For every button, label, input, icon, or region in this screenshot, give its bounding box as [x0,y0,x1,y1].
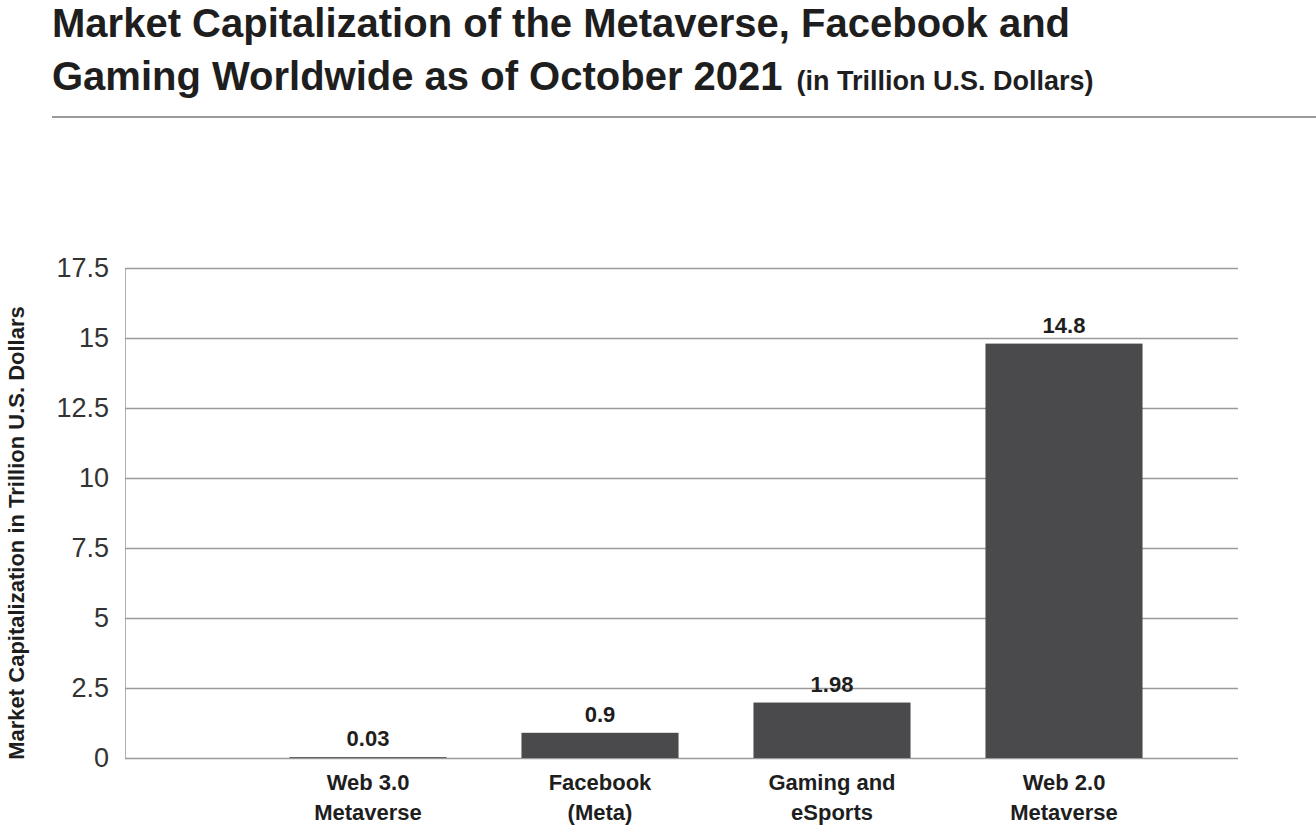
grid-line [125,268,1238,270]
y-axis-line [126,269,1239,759]
x-tick-label-line: Metaverse [314,800,422,825]
y-tick-label: 7.5 [71,533,109,563]
bar [521,733,678,758]
data-label: 0.9 [585,702,616,727]
x-tick-label-line: Metaverse [1010,800,1118,825]
y-tick-label: 2.5 [71,673,109,703]
subtitle: (in Trillion U.S. Dollars) [797,66,1094,96]
title-line: Market Capitalization of the Metaverse, … [52,1,1070,45]
x-tick-label-line: eSports [791,800,873,825]
y-tick-label: 0 [94,743,109,773]
x-tick-label: Web 3.0 Metaverse [314,770,422,825]
x-tick: Web 2.0 Metaverse [1010,770,1118,825]
data-label: 0.03 [347,726,390,751]
data-labels: 0.03 0.9 1.98 14.8 [347,313,1086,752]
bar [753,703,910,758]
bar [985,344,1142,758]
x-tick: Facebook (Meta) [549,770,652,825]
title-rule [52,116,1316,118]
data-label: 14.8 [1043,313,1086,338]
y-axis-title: Market Capitalization in Trillion U.S. D… [4,306,29,760]
x-tick-label-line: Web 2.0 [1023,770,1106,795]
y-tick-label: 15 [79,323,109,353]
x-tick-label-line: Facebook [549,770,652,795]
x-tick-label-line: Web 3.0 [327,770,410,795]
y-tick: 17.5 [56,253,1238,283]
x-tick: Gaming and eSports [768,770,895,825]
data-label: 1.98 [811,672,854,697]
y-axis: 0 2.5 5 7.5 10 12.5 15 17.5 [56,253,1238,773]
y-tick-label: 17.5 [56,253,109,283]
y-tick-label: 10 [79,463,109,493]
y-tick-label: 12.5 [56,393,109,423]
bar [289,757,446,758]
x-tick-label: Gaming and eSports [768,770,895,825]
grid-line [125,338,1238,340]
x-tick-label: Facebook (Meta) [549,770,652,825]
x-tick-label: Web 2.0 Metaverse [1010,770,1118,825]
chart: Market Capitalization of the Metaverse, … [0,0,1316,827]
x-axis: Web 3.0 Metaverse Facebook (Meta) Gaming and… [314,770,1118,825]
title-line: Gaming Worldwide as of October 2021 [52,54,783,98]
x-tick-label-line: Gaming and [768,770,895,795]
bars [289,344,1142,758]
y-tick-label: 5 [94,603,109,633]
x-tick: Web 3.0 Metaverse [314,770,422,825]
x-tick-label-line: (Meta) [568,800,633,825]
